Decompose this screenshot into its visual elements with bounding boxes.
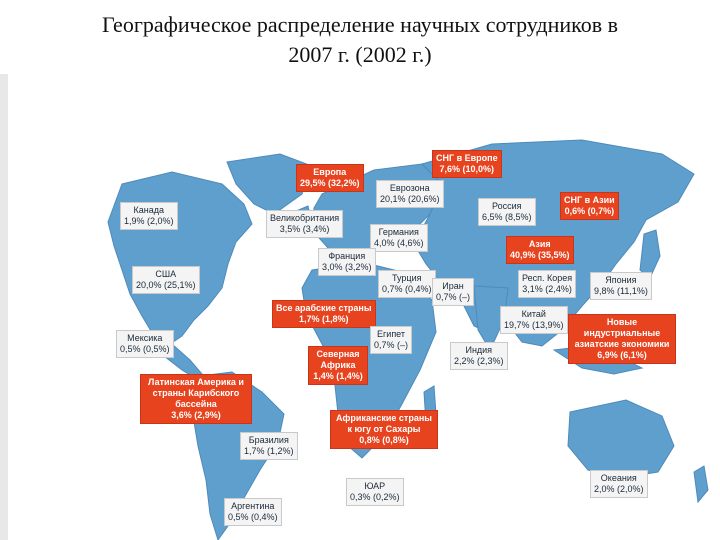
label-cis-europe-value: 7,6% (10,0%) [439, 164, 495, 174]
label-egypt: Египет 0,7% (–) [370, 326, 413, 354]
label-russia-value: 6,5% (8,5%) [482, 212, 532, 222]
label-south-africa-value: 0,3% (0,2%) [350, 492, 400, 502]
label-cis-asia: СНГ в Азии 0,6% (0,7%) [560, 192, 619, 220]
label-china-value: 19,7% (13,9%) [504, 320, 564, 330]
label-cis-asia-value: 0,6% (0,7%) [564, 206, 615, 216]
label-brazil-value: 1,7% (1,2%) [244, 446, 294, 456]
label-argentina-name: Аргентина [231, 501, 275, 511]
label-canada: Канада 1,9% (2,0%) [120, 202, 178, 230]
label-mexico-name: Мексика [127, 333, 163, 343]
label-iran-name: Иран [442, 281, 464, 291]
india-shape [473, 285, 509, 352]
label-france-name: Франция [328, 251, 366, 261]
label-iran: Иран 0,7% (–) [432, 278, 475, 306]
label-egypt-name: Египет [377, 329, 406, 339]
label-eurozone-name: Еврозона [389, 183, 430, 193]
greenland-shape [226, 153, 313, 215]
label-germany-value: 4,0% (4,6%) [374, 238, 424, 248]
label-cis-europe-name: СНГ в Европе [436, 153, 498, 163]
label-arab-states-value: 1,7% (1,8%) [299, 314, 349, 324]
label-sub-saharan-africa-value: 0,8% (0,8%) [359, 435, 409, 445]
label-asian-nie: Новые индустриальные азиатские экономики… [568, 314, 676, 364]
label-mexico: Мексика 0,5% (0,5%) [116, 330, 174, 358]
label-france-value: 3,0% (3,2%) [322, 262, 372, 272]
label-france: Франция 3,0% (3,2%) [318, 248, 376, 276]
label-usa-value: 20,0% (25,1%) [136, 280, 196, 290]
label-north-africa: Северная Африка 1,4% (1,4%) [308, 346, 368, 385]
label-russia: Россия 6,5% (8,5%) [478, 198, 536, 226]
label-usa: США 20,0% (25,1%) [132, 266, 200, 294]
label-turkey-name: Турция [392, 273, 422, 283]
label-canada-value: 1,9% (2,0%) [124, 216, 174, 226]
label-asian-nie-value: 6,9% (6,1%) [597, 350, 647, 360]
label-oceania-name: Океания [600, 473, 637, 483]
australia-shape [567, 399, 675, 479]
north-america-shape [107, 171, 253, 345]
label-japan-value: 9,8% (11,1%) [594, 286, 648, 296]
label-japan: Япония 9,8% (11,1%) [590, 272, 652, 300]
label-uk-value: 3,5% (3,4%) [279, 224, 330, 234]
label-arab-states-name: Все арабские страны [276, 303, 372, 313]
label-korea: Респ. Корея 3,1% (2,4%) [518, 270, 577, 298]
label-asia: Азия 40,9% (35,5%) [506, 236, 574, 264]
label-usa-name: США [155, 269, 177, 279]
label-iran-value: 0,7% (–) [436, 292, 471, 302]
label-north-africa-value: 1,4% (1,4%) [313, 371, 363, 381]
label-eurozone-value: 20,1% (20,6%) [380, 194, 440, 204]
label-cis-asia-name: СНГ в Азии [564, 195, 615, 205]
label-brazil-name: Бразилия [248, 435, 289, 445]
label-korea-value: 3,1% (2,4%) [522, 284, 572, 294]
label-sub-saharan-africa-name: Африканские страны к югу от Сахары [336, 413, 432, 434]
label-south-africa-name: ЮАР [364, 481, 386, 491]
label-india-name: Индия [465, 345, 493, 355]
label-germany-name: Германия [378, 227, 419, 237]
label-asian-nie-name: Новые индустриальные азиатские экономики [574, 317, 670, 349]
label-europe-value: 29,5% (32,2%) [300, 178, 360, 188]
label-south-africa: ЮАР 0,3% (0,2%) [346, 478, 404, 506]
label-china-name: Китай [521, 309, 546, 319]
label-india-value: 2,2% (2,3%) [454, 356, 504, 366]
label-argentina: Аргентина 0,5% (0,4%) [224, 498, 282, 526]
label-japan-name: Япония [605, 275, 637, 285]
label-oceania-value: 2,0% (2,0%) [594, 484, 644, 494]
label-turkey-value: 0,7% (0,4%) [382, 284, 432, 294]
new-zealand-shape [693, 465, 709, 504]
label-india: Индия 2,2% (2,3%) [450, 342, 508, 370]
japan-shape [639, 229, 661, 279]
label-china: Китай 19,7% (13,9%) [500, 306, 568, 334]
label-europe: Европа 29,5% (32,2%) [296, 164, 364, 192]
label-egypt-value: 0,7% (–) [374, 340, 409, 350]
page-title: Географическое распределение научных сот… [0, 10, 720, 70]
label-latin-america: Латинская Америка и страны Карибского ба… [140, 374, 252, 424]
label-canada-name: Канада [133, 205, 164, 215]
label-turkey: Турция 0,7% (0,4%) [378, 270, 436, 298]
title-line-2: 2007 г. (2002 г.) [288, 42, 432, 67]
label-sub-saharan-africa: Африканские страны к югу от Сахары 0,8% (… [330, 410, 438, 449]
label-oceania: Океания 2,0% (2,0%) [590, 470, 648, 498]
label-germany: Германия 4,0% (4,6%) [370, 224, 428, 252]
label-uk: Великобритания 3,5% (3,4%) [266, 210, 344, 238]
label-north-africa-name: Северная Африка [316, 349, 360, 370]
slide-side-bar [0, 74, 8, 540]
label-arab-states: Все арабские страны 1,7% (1,8%) [272, 300, 376, 328]
label-europe-name: Европа [313, 167, 347, 177]
label-eurozone: Еврозона 20,1% (20,6%) [376, 180, 444, 208]
label-cis-europe: СНГ в Европе 7,6% (10,0%) [432, 150, 502, 178]
label-latin-america-name: Латинская Америка и страны Карибского ба… [148, 377, 244, 409]
label-mexico-value: 0,5% (0,5%) [120, 344, 170, 354]
title-line-1: Географическое распределение научных сот… [102, 12, 618, 37]
label-latin-america-value: 3,6% (2,9%) [171, 410, 221, 420]
label-brazil: Бразилия 1,7% (1,2%) [240, 432, 298, 460]
label-asia-name: Азия [528, 239, 551, 249]
label-korea-name: Респ. Корея [522, 273, 573, 283]
label-russia-name: Россия [492, 201, 522, 211]
label-argentina-value: 0,5% (0,4%) [228, 512, 278, 522]
label-uk-name: Великобритания [270, 213, 340, 223]
label-asia-value: 40,9% (35,5%) [510, 250, 570, 260]
